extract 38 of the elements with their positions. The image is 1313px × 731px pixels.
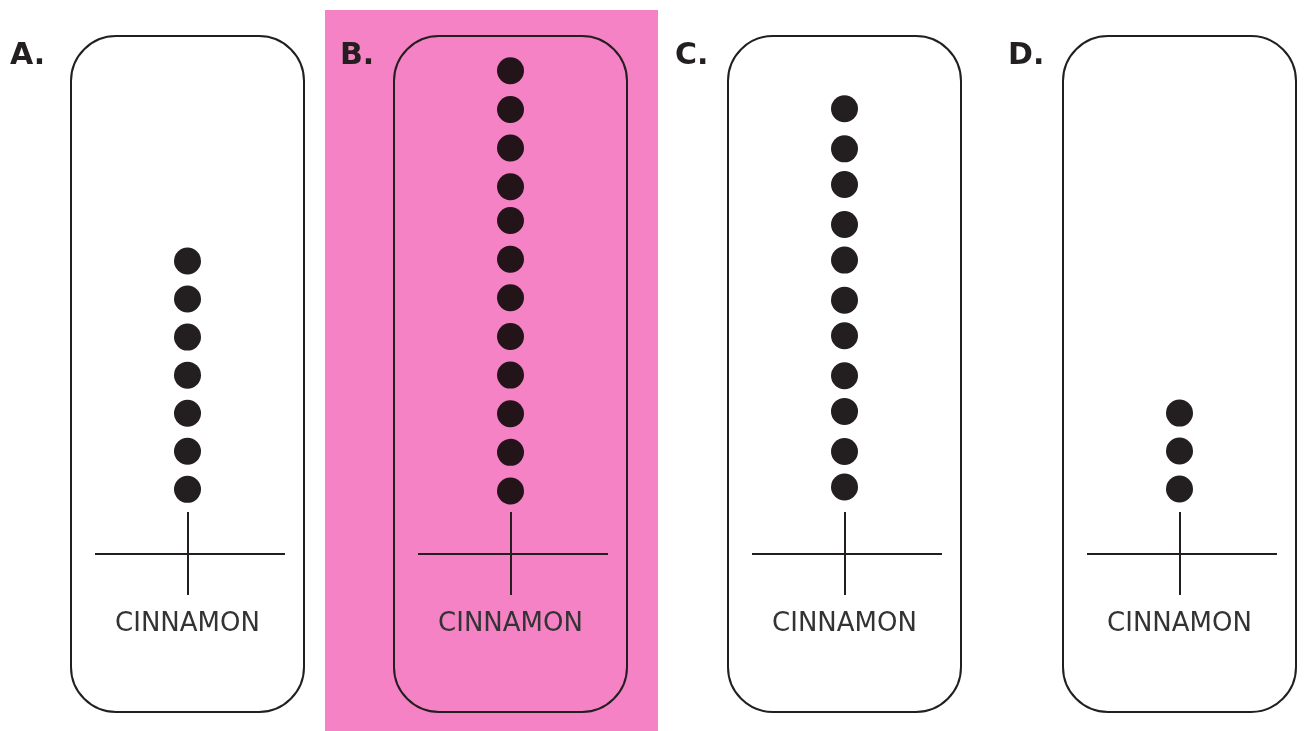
point xyxy=(831,437,858,465)
x-tick-label: CINNAMON xyxy=(115,607,260,638)
point xyxy=(497,245,524,273)
point xyxy=(174,285,201,313)
point xyxy=(497,134,524,162)
point xyxy=(497,400,524,428)
point xyxy=(497,173,524,201)
point xyxy=(831,135,858,163)
point xyxy=(831,322,858,350)
point xyxy=(831,473,858,501)
point xyxy=(174,323,201,351)
point xyxy=(174,475,201,503)
point xyxy=(497,95,524,123)
point xyxy=(497,477,524,505)
point xyxy=(497,284,524,312)
x-tick-label: CINNAMON xyxy=(438,607,583,638)
point xyxy=(497,361,524,389)
point xyxy=(831,170,858,198)
chart-title: B. xyxy=(340,36,375,71)
chart-title: A. xyxy=(10,36,46,71)
point xyxy=(497,207,524,235)
chart-title: D. xyxy=(1008,36,1045,71)
point xyxy=(174,399,201,427)
point xyxy=(831,246,858,274)
x-tick-label: CINNAMON xyxy=(1107,607,1252,638)
point xyxy=(831,95,858,123)
point xyxy=(831,211,858,239)
point xyxy=(174,247,201,275)
point xyxy=(174,361,201,389)
point xyxy=(831,362,858,390)
point xyxy=(497,438,524,466)
chart-title: C. xyxy=(675,36,709,71)
point xyxy=(497,57,524,85)
point xyxy=(831,286,858,314)
point xyxy=(831,397,858,425)
point xyxy=(497,322,524,350)
point xyxy=(174,437,201,465)
x-tick-label: CINNAMON xyxy=(772,607,917,638)
